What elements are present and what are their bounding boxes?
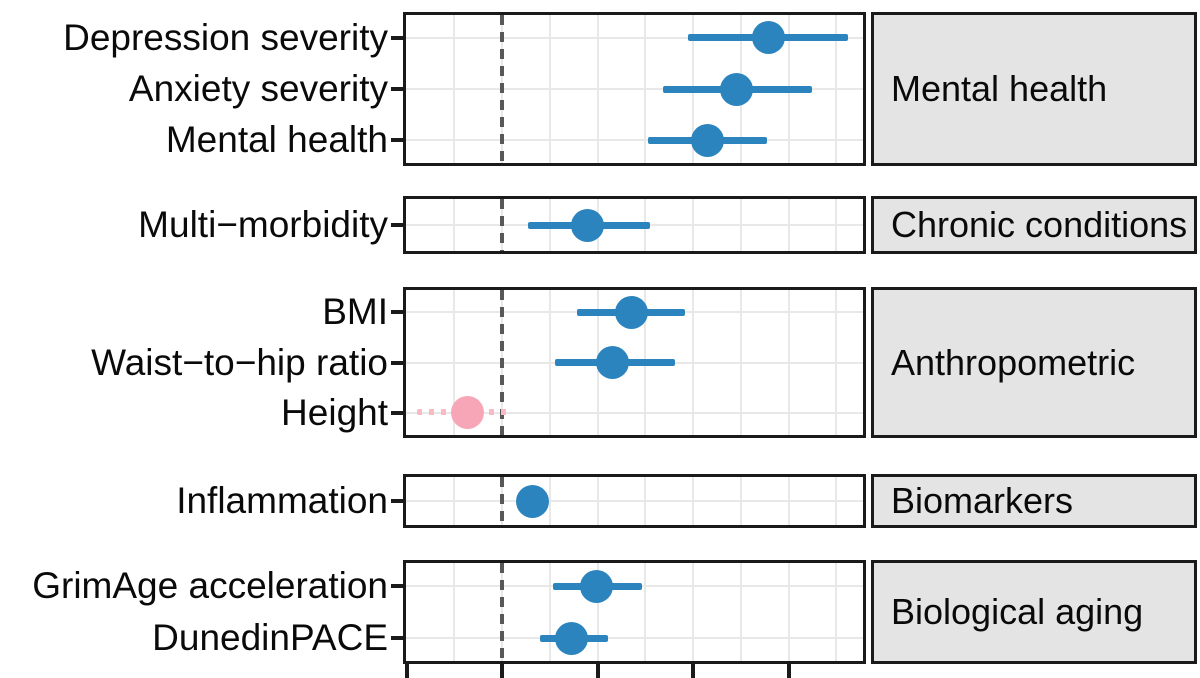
gridline-vertical bbox=[692, 563, 694, 661]
strip-chronic-conditions: Chronic conditions bbox=[871, 196, 1197, 254]
row-label-multi-morbidity: Multi−morbidity bbox=[138, 204, 388, 245]
row-label-mental-health: Mental health bbox=[165, 119, 388, 161]
panel-biological-aging bbox=[403, 560, 866, 664]
strip-biological-aging: Biological aging bbox=[871, 560, 1197, 664]
gridline-vertical bbox=[739, 563, 742, 661]
gridline-horizontal bbox=[406, 637, 863, 639]
point-estimate-waist-to-hip-ratio bbox=[596, 346, 630, 379]
point-estimate-height bbox=[451, 396, 485, 430]
gridline-vertical bbox=[787, 563, 790, 661]
panel-chronic-conditions bbox=[403, 196, 866, 254]
gridline-horizontal bbox=[406, 88, 863, 90]
row-label-anxiety-severity: Anxiety severity bbox=[128, 68, 388, 109]
reference-line bbox=[500, 563, 504, 661]
gridline-vertical bbox=[596, 563, 599, 661]
reference-line bbox=[500, 290, 504, 435]
y-axis-tick bbox=[391, 223, 403, 227]
row-label-dunedinpace: DunedinPACE bbox=[152, 617, 388, 658]
point-estimate-depression-severity bbox=[751, 21, 785, 55]
row-label-waist-to-hip-ratio: Waist−to−hip ratio bbox=[91, 341, 388, 383]
row-label-grimage-acceleration: GrimAge acceleration bbox=[32, 565, 388, 606]
x-axis-tick bbox=[595, 664, 600, 678]
y-axis-tick bbox=[391, 636, 403, 640]
row-label-height: Height bbox=[281, 391, 388, 433]
y-axis-tick bbox=[391, 584, 403, 588]
strip-anthropometric: Anthropometric bbox=[871, 287, 1197, 438]
point-estimate-multi-morbidity bbox=[571, 208, 605, 242]
point-estimate-bmi bbox=[615, 295, 649, 329]
point-estimate-inflammation bbox=[516, 484, 550, 518]
strip-mental-health: Mental health bbox=[871, 12, 1197, 166]
gridline-horizontal bbox=[406, 500, 863, 502]
panel-anthropometric bbox=[403, 287, 866, 438]
strip-label-biomarkers: Biomarkers bbox=[891, 480, 1074, 521]
x-axis-tick bbox=[691, 664, 695, 678]
gridline-vertical bbox=[644, 563, 647, 661]
gridline-horizontal bbox=[406, 36, 863, 39]
y-axis-tick bbox=[391, 410, 403, 415]
strip-label-anthropometric: Anthropometric bbox=[891, 341, 1136, 383]
row-label-depression-severity: Depression severity bbox=[63, 16, 388, 58]
y-axis-tick bbox=[391, 35, 403, 40]
point-estimate-grimage-acceleration bbox=[580, 569, 614, 603]
y-axis-tick bbox=[391, 360, 403, 365]
gridline-horizontal bbox=[406, 139, 863, 142]
x-axis-tick bbox=[404, 664, 409, 678]
point-estimate-anxiety-severity bbox=[720, 72, 754, 106]
x-axis-tick bbox=[786, 664, 791, 678]
gridline-vertical bbox=[835, 563, 838, 661]
gridline-vertical bbox=[453, 563, 456, 661]
y-axis-tick bbox=[391, 499, 403, 503]
reference-line bbox=[500, 15, 504, 163]
y-axis-tick bbox=[391, 87, 403, 91]
row-label-bmi: BMI bbox=[322, 291, 388, 333]
gridline-vertical bbox=[548, 563, 551, 661]
point-estimate-dunedinpace bbox=[555, 621, 589, 655]
strip-label-mental-health: Mental health bbox=[891, 68, 1108, 109]
x-axis-tick bbox=[500, 664, 504, 678]
row-label-inflammation: Inflammation bbox=[176, 480, 388, 521]
y-axis-tick bbox=[391, 310, 403, 315]
y-axis-tick bbox=[391, 138, 403, 143]
reference-line bbox=[500, 199, 504, 251]
strip-biomarkers: Biomarkers bbox=[871, 474, 1197, 528]
panel-biomarkers bbox=[403, 474, 866, 528]
strip-label-chronic-conditions: Chronic conditions bbox=[891, 204, 1188, 245]
reference-line bbox=[500, 477, 504, 525]
strip-label-biological-aging: Biological aging bbox=[891, 591, 1144, 632]
panel-mental-health bbox=[403, 12, 866, 166]
gridline-horizontal bbox=[406, 411, 863, 414]
point-estimate-mental-health bbox=[690, 123, 724, 157]
